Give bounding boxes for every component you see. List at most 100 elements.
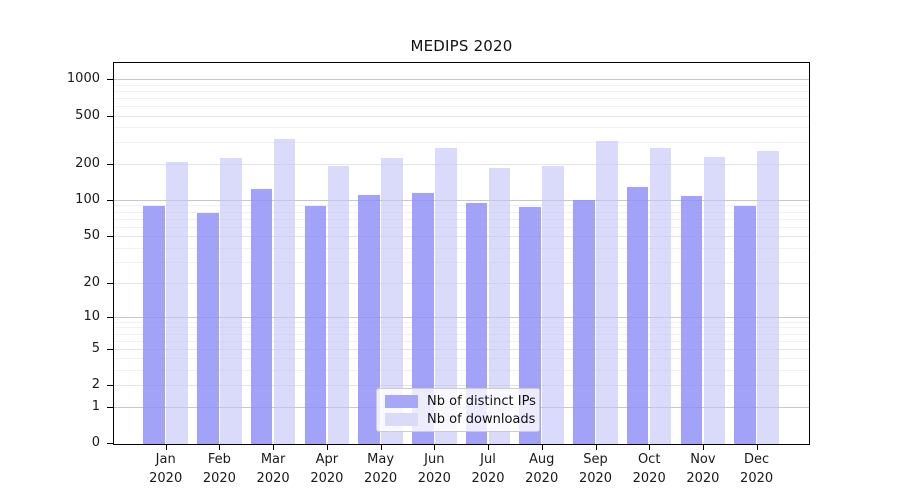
gridline-9 xyxy=(113,321,810,323)
gridline-80 xyxy=(113,211,810,213)
bar-nov-distinct-ips xyxy=(680,195,703,444)
gridline-2 xyxy=(113,385,810,387)
x-tick-label-nov: Nov 2020 xyxy=(686,452,720,486)
bar-apr-distinct-ips xyxy=(304,206,327,444)
x-tick-label-may: May 2020 xyxy=(364,452,398,486)
legend-swatch-downloads xyxy=(385,412,418,426)
bar-sep-distinct-ips xyxy=(573,199,595,444)
gridline-1000 xyxy=(113,79,810,80)
gridline-200 xyxy=(113,163,810,165)
bar-jan-downloads xyxy=(166,161,188,444)
bar-feb-downloads xyxy=(220,158,242,444)
legend-row-downloads: Nb of downloads xyxy=(385,412,535,427)
gridline-90 xyxy=(113,205,810,207)
y-tick-500 xyxy=(107,115,113,117)
legend-label-downloads: Nb of downloads xyxy=(427,411,536,427)
x-tick-label-mar: Mar 2020 xyxy=(256,452,290,486)
bar-mar-downloads xyxy=(273,139,296,444)
legend-row-distinct-ips: Nb of distinct IPs xyxy=(385,394,536,409)
y-tick-200 xyxy=(107,163,113,165)
x-tick-label-jun: Jun 2020 xyxy=(417,452,451,486)
y-tick-label-1000: 1000 xyxy=(66,71,100,86)
bar-layer xyxy=(113,62,810,444)
x-tick-label-jul: Jul 2020 xyxy=(471,452,505,486)
x-tick-sep xyxy=(595,445,597,450)
bar-may-distinct-ips xyxy=(358,195,380,444)
gridline-500 xyxy=(113,115,810,117)
x-tick-label-apr: Apr 2020 xyxy=(310,452,344,486)
x-tick-label-sep: Sep 2020 xyxy=(578,452,613,486)
x-tick-jan xyxy=(165,445,167,450)
gridline-100 xyxy=(113,199,810,201)
x-tick-apr xyxy=(326,445,328,450)
y-tick-label-2: 2 xyxy=(91,377,100,393)
gridline-4 xyxy=(113,358,810,360)
y-tick-label-10: 10 xyxy=(83,308,100,324)
legend: Nb of distinct IPs Nb of downloads xyxy=(376,388,540,432)
gridline-layer xyxy=(113,62,810,444)
y-tick-label-100: 100 xyxy=(75,191,100,207)
y-tick-1 xyxy=(107,406,113,408)
x-tick-jul xyxy=(488,445,489,450)
x-tick-label-oct: Oct 2020 xyxy=(632,452,666,486)
gridline-800 xyxy=(113,90,810,92)
y-tick-5 xyxy=(107,348,113,350)
x-tick-label-dec: Dec 2020 xyxy=(740,452,774,486)
bar-jun-downloads xyxy=(435,148,457,444)
x-tick-mar xyxy=(273,445,275,450)
gridline-20 xyxy=(113,282,810,284)
bar-jun-distinct-ips xyxy=(412,193,434,444)
gridline-50 xyxy=(113,236,810,237)
bar-sep-downloads xyxy=(596,140,618,444)
bar-aug-downloads xyxy=(542,165,564,444)
y-tick-label-500: 500 xyxy=(75,107,100,123)
y-tick-label-20: 20 xyxy=(83,274,100,290)
x-tick-label-feb: Feb 2020 xyxy=(202,452,236,486)
gridline-6 xyxy=(113,340,810,342)
bar-oct-distinct-ips xyxy=(626,187,649,444)
x-tick-oct xyxy=(649,445,651,450)
legend-label-distinct-ips: Nb of distinct IPs xyxy=(427,393,536,409)
gridline-700 xyxy=(113,97,810,99)
gridline-900 xyxy=(113,84,810,86)
y-tick-20 xyxy=(107,282,113,284)
y-tick-label-200: 200 xyxy=(75,155,100,171)
gridline-40 xyxy=(113,247,810,249)
bar-jan-distinct-ips xyxy=(143,206,165,444)
gridline-60 xyxy=(113,226,810,228)
x-tick-may xyxy=(380,445,382,450)
bar-aug-distinct-ips xyxy=(519,207,541,444)
gridline-600 xyxy=(113,105,810,107)
y-tick-label-0: 0 xyxy=(91,435,100,451)
bar-dec-downloads xyxy=(757,150,779,444)
y-tick-2 xyxy=(107,385,113,387)
bar-feb-distinct-ips xyxy=(197,212,219,444)
bar-oct-downloads xyxy=(649,148,672,444)
gridline-7 xyxy=(113,333,810,335)
y-tick-1000 xyxy=(107,79,113,80)
x-tick-label-aug: Aug 2020 xyxy=(525,452,559,486)
y-tick-0 xyxy=(107,443,113,445)
bar-may-downloads xyxy=(381,158,403,444)
x-tick-nov xyxy=(702,445,704,450)
chart-title: MEDIPS 2020 xyxy=(410,37,513,55)
x-tick-jun xyxy=(434,445,436,450)
y-tick-label-5: 5 xyxy=(91,340,100,356)
bar-mar-distinct-ips xyxy=(250,188,273,444)
gridline-30 xyxy=(113,262,810,264)
gridline-300 xyxy=(113,142,810,144)
x-tick-label-jan: Jan 2020 xyxy=(149,452,183,486)
bar-nov-downloads xyxy=(703,157,726,444)
y-tick-label-50: 50 xyxy=(83,228,100,243)
gridline-70 xyxy=(113,218,810,220)
x-tick-dec xyxy=(756,445,758,450)
bar-jul-downloads xyxy=(488,168,511,444)
gridline-8 xyxy=(113,327,810,329)
y-tick-50 xyxy=(107,236,113,237)
bar-dec-distinct-ips xyxy=(734,206,756,444)
y-tick-10 xyxy=(107,316,113,318)
legend-swatch-distinct-ips xyxy=(385,394,418,408)
x-tick-feb xyxy=(219,445,221,450)
bar-apr-downloads xyxy=(327,165,350,444)
